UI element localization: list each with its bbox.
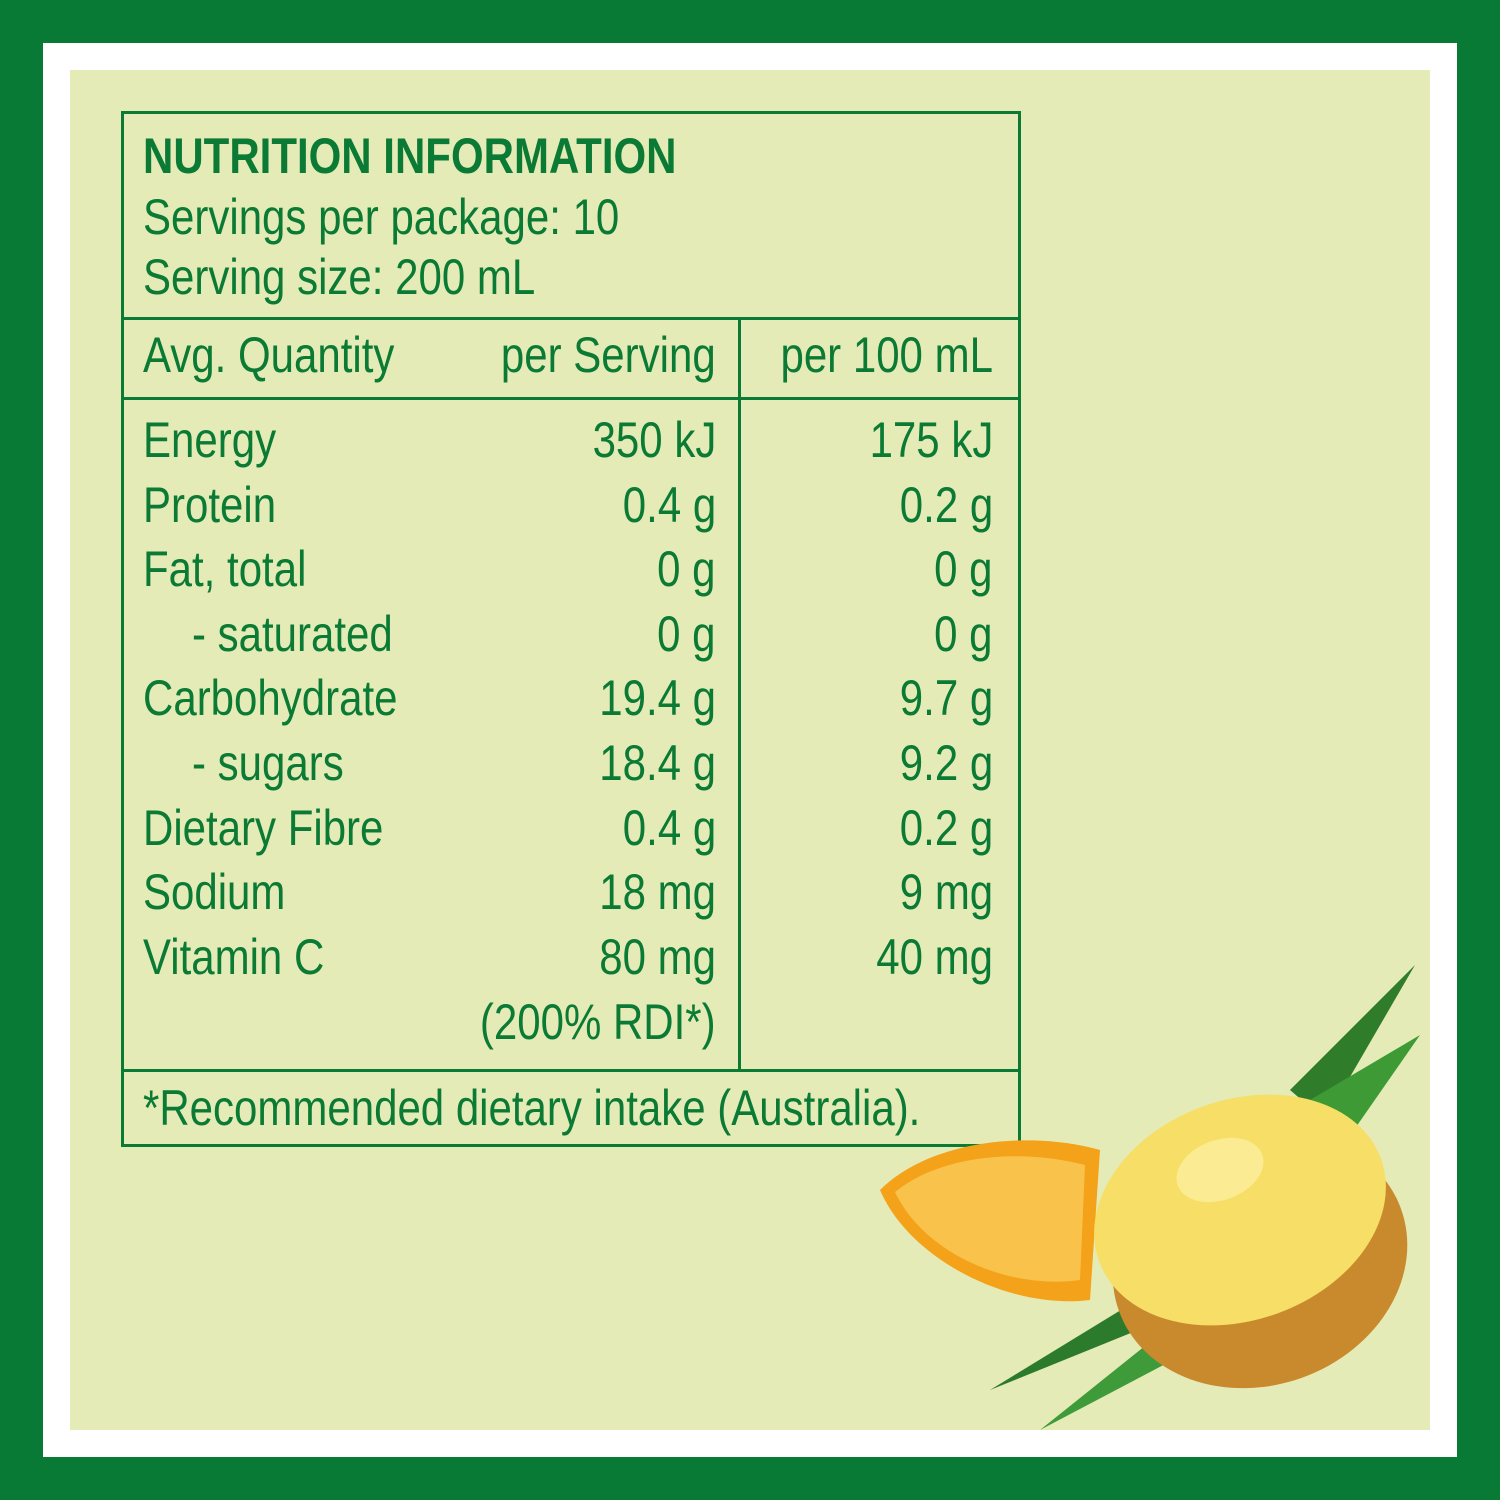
nutrient-label: - saturated xyxy=(192,605,393,662)
per-100-value: 0.2 g xyxy=(899,476,993,533)
header-per-100: per 100 mL xyxy=(780,327,993,383)
orange-slice-icon xyxy=(880,1140,1100,1302)
servings-per-package: Servings per package: 10 xyxy=(143,189,620,245)
nutrient-label: - sugars xyxy=(192,735,344,791)
divider xyxy=(124,317,1018,320)
header-per-serving: per Serving xyxy=(501,327,716,383)
per-serving-value: 0 g xyxy=(657,605,716,662)
per-serving-value: 0.4 g xyxy=(622,799,716,856)
per-100-value: 9.2 g xyxy=(899,735,993,791)
nutrient-label: Carbohydrate xyxy=(143,670,398,727)
header-quantity: Avg. Quantity xyxy=(143,327,395,383)
rdi-note: (200% RDI*) xyxy=(480,994,716,1050)
nutrient-label: Vitamin C xyxy=(143,928,325,985)
nutrient-label: Fat, total xyxy=(143,541,307,598)
nutrient-label: Energy xyxy=(143,412,277,468)
nutrient-label: Sodium xyxy=(143,864,286,921)
per-100-value: 9.7 g xyxy=(899,670,993,727)
per-serving-value: 18.4 g xyxy=(599,735,716,791)
nutrient-label: Dietary Fibre xyxy=(143,799,384,856)
column-divider xyxy=(738,317,741,1072)
per-100-value: 40 mg xyxy=(876,928,993,985)
per-serving-value: 0.4 g xyxy=(622,476,716,533)
nutrient-label: Protein xyxy=(143,476,277,533)
table-title: NUTRITION INFORMATION xyxy=(143,128,677,184)
per-serving-value: 19.4 g xyxy=(599,670,716,727)
nutrition-table xyxy=(121,111,1021,1147)
divider xyxy=(124,397,1018,400)
per-serving-value: 0 g xyxy=(657,541,716,598)
per-serving-value: 18 mg xyxy=(599,864,716,921)
per-serving-value: 350 kJ xyxy=(592,412,716,468)
per-100-value: 9 mg xyxy=(899,864,993,921)
divider xyxy=(124,1069,1018,1072)
per-serving-value: 80 mg xyxy=(599,928,716,985)
per-100-value: 0 g xyxy=(934,605,993,662)
pineapple-icon xyxy=(1094,1094,1408,1389)
pineapple-orange-image xyxy=(880,965,1420,1430)
footnote: *Recommended dietary intake (Australia). xyxy=(143,1080,921,1136)
per-100-value: 175 kJ xyxy=(869,412,993,468)
per-100-value: 0.2 g xyxy=(899,799,993,856)
serving-size: Serving size: 200 mL xyxy=(143,249,536,305)
per-100-value: 0 g xyxy=(934,541,993,598)
